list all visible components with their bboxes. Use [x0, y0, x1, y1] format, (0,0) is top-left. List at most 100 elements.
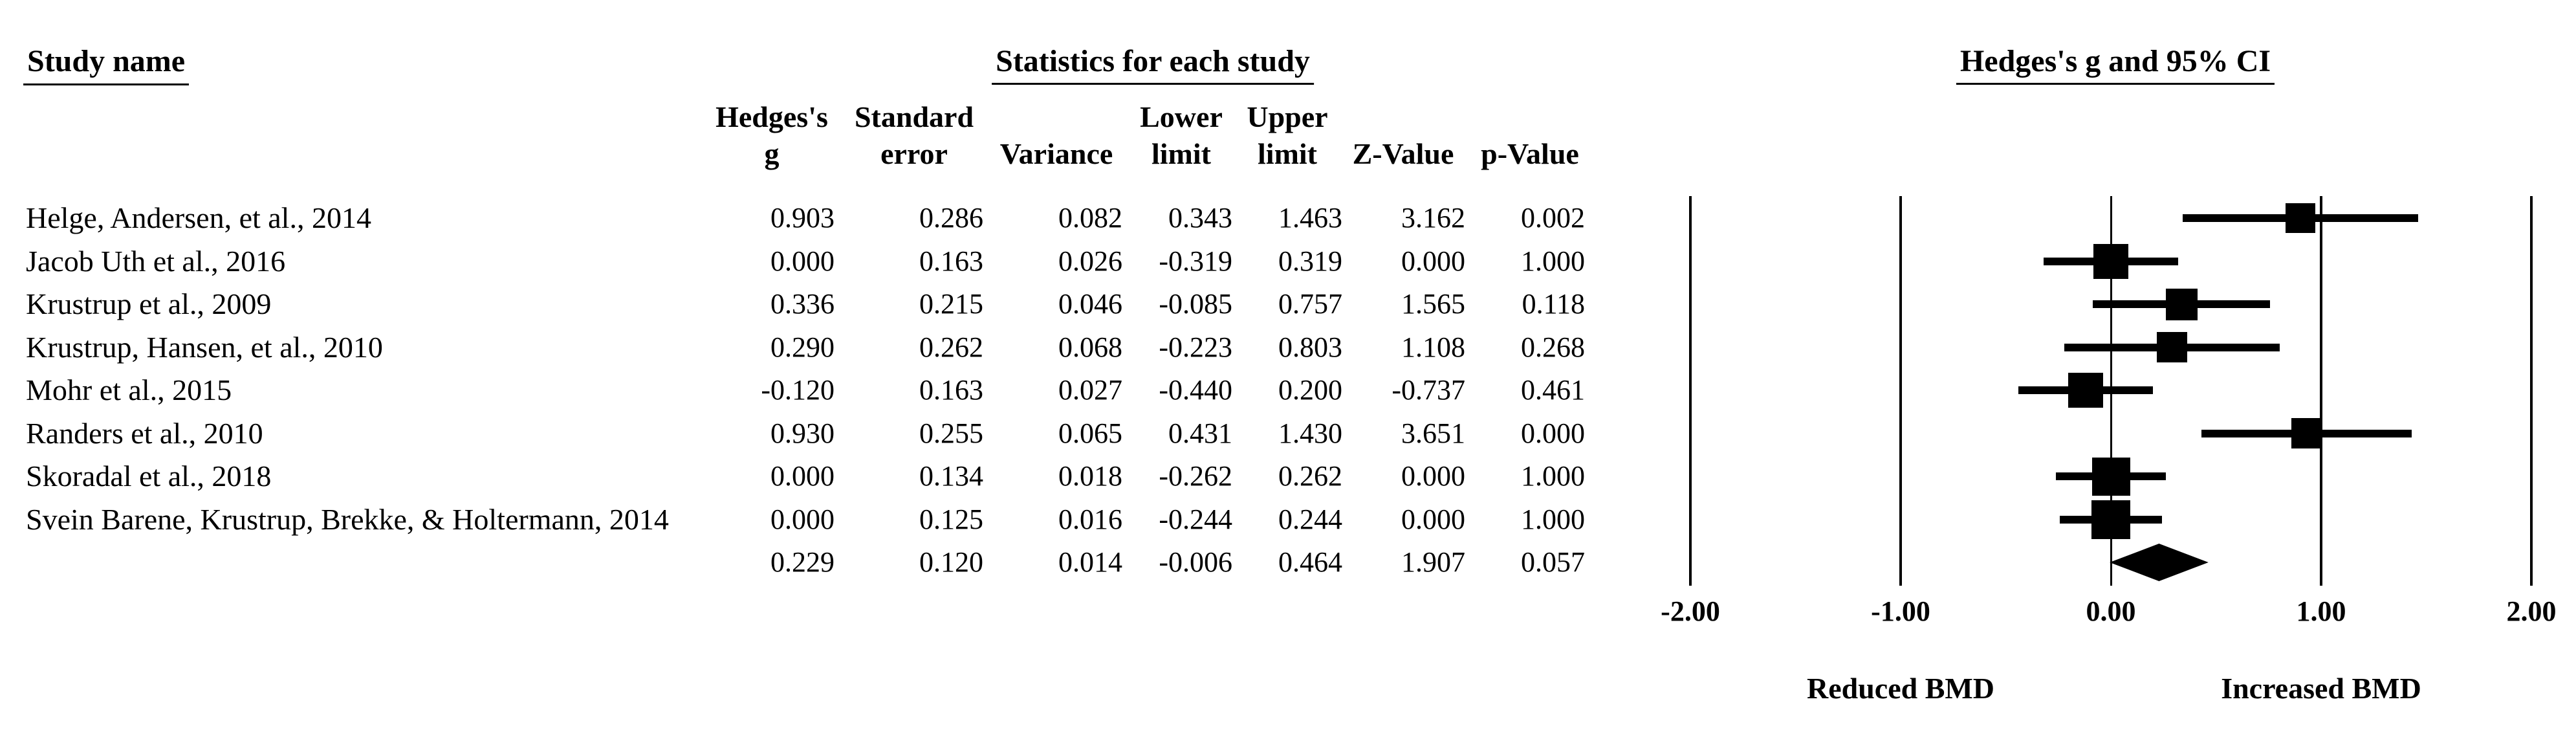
stat-cell-se: 0.215: [919, 288, 983, 320]
column-header-line1: Lower: [1140, 100, 1223, 133]
stat-cell-upper: 0.803: [1278, 331, 1342, 363]
stat-cell-g: 0.000: [770, 503, 835, 535]
column-header-line2: Z-Value: [1352, 137, 1454, 170]
column-header-line2: g: [764, 137, 780, 170]
column-header-line2: p-Value: [1481, 137, 1579, 170]
column-header-line1: [1481, 98, 1579, 135]
stat-cell-se: 0.262: [919, 331, 983, 363]
column-header-line2: Variance: [999, 137, 1113, 170]
ci-section-header: Hedges's g and 95% CI: [1956, 45, 2434, 85]
reduced-bmd-label: Reduced BMD: [1806, 672, 1995, 705]
study-name-cell: Helge, Andersen, et al., 2014: [26, 201, 371, 234]
stat-cell-lower: -0.223: [1159, 331, 1232, 363]
stat-cell-se: 0.255: [919, 417, 983, 449]
stat-cell-g: 0.290: [770, 331, 835, 363]
column-header-line1: Upper: [1247, 100, 1328, 133]
stat-cell-variance: 0.068: [1058, 331, 1122, 363]
gridline: [1899, 196, 1902, 586]
stat-cell-p: 0.461: [1521, 374, 1585, 406]
stat-cell-g: 0.000: [770, 245, 835, 277]
stat-cell-z: 1.907: [1401, 546, 1465, 578]
stat-cell-lower: -0.440: [1159, 374, 1232, 406]
stat-cell-se: 0.163: [919, 374, 983, 406]
stat-cell-upper: 0.757: [1278, 288, 1342, 320]
stat-cell-se: 0.134: [919, 460, 983, 492]
zero-line: [2110, 196, 2112, 586]
axis-tick-label: 0.00: [2086, 595, 2136, 627]
stat-cell-g: 0.000: [770, 460, 835, 492]
axis-tick-label: -1.00: [1871, 595, 1930, 627]
stat-cell-upper: 0.200: [1278, 374, 1342, 406]
stat-cell-lower: -0.244: [1159, 503, 1232, 535]
stat-cell-z: 1.565: [1401, 288, 1465, 320]
column-header-variance: Variance: [1000, 98, 1113, 172]
stat-cell-p: 1.000: [1521, 460, 1585, 492]
study-name-cell: Krustrup et al., 2009: [26, 287, 272, 320]
stat-cell-g: -0.120: [761, 374, 835, 406]
stat-cell-g: 0.229: [770, 546, 835, 578]
stat-cell-p: 0.118: [1522, 288, 1585, 320]
column-header-se: Standard error: [855, 98, 974, 172]
study-name-cell: Jacob Uth et al., 2016: [26, 244, 286, 278]
stat-cell-g: 0.930: [770, 417, 835, 449]
study-name-cell: Mohr et al., 2015: [26, 373, 232, 406]
stat-cell-z: 3.162: [1401, 202, 1465, 234]
stat-cell-upper: 1.463: [1278, 202, 1342, 234]
axis-tick-label: 2.00: [2506, 595, 2557, 627]
stat-cell-lower: -0.319: [1159, 245, 1232, 277]
stat-cell-p: 1.000: [1521, 245, 1585, 277]
stat-cell-upper: 0.262: [1278, 460, 1342, 492]
column-header-p: p-Value: [1481, 98, 1579, 172]
stat-cell-upper: 0.319: [1278, 245, 1342, 277]
statistics-header-text: Statistics for each study: [992, 45, 1314, 85]
stat-cell-variance: 0.046: [1058, 288, 1122, 320]
stat-cell-p: 0.057: [1521, 546, 1585, 578]
column-header-g: Hedges's g: [715, 98, 828, 172]
stat-cell-z: 3.651: [1401, 417, 1465, 449]
stat-cell-lower: -0.006: [1159, 546, 1232, 578]
stat-cell-p: 1.000: [1521, 503, 1585, 535]
stat-cell-z: 0.000: [1401, 245, 1465, 277]
column-header-line2: error: [880, 137, 948, 170]
stat-cell-variance: 0.065: [1058, 417, 1122, 449]
gridline: [2530, 196, 2533, 586]
ci-header-text: Hedges's g and 95% CI: [1956, 45, 2275, 85]
axis-tick-label: -2.00: [1661, 595, 1720, 627]
study-name-cell: Skoradal et al., 2018: [26, 459, 272, 492]
stat-cell-lower: 0.343: [1168, 202, 1232, 234]
summary-diamond: [2110, 544, 2209, 581]
stat-cell-lower: -0.085: [1159, 288, 1232, 320]
column-header-line1: [1353, 98, 1454, 135]
column-header-z: Z-Value: [1353, 98, 1454, 172]
effect-square: [2291, 418, 2322, 448]
stat-cell-lower: -0.262: [1159, 460, 1232, 492]
stat-cell-p: 0.002: [1521, 202, 1585, 234]
stat-cell-se: 0.163: [919, 245, 983, 277]
effect-square: [2165, 288, 2198, 320]
stat-cell-variance: 0.016: [1058, 503, 1122, 535]
stat-cell-variance: 0.014: [1058, 546, 1122, 578]
stat-cell-variance: 0.026: [1058, 245, 1122, 277]
statistics-section-header: Statistics for each study: [992, 45, 1475, 85]
study-name-cell: Svein Barene, Krustrup, Brekke, & Holter…: [26, 502, 669, 536]
column-header-line1: Hedges's: [715, 100, 828, 133]
stat-cell-se: 0.125: [919, 503, 983, 535]
stat-cell-upper: 1.430: [1278, 417, 1342, 449]
column-header-line2: limit: [1258, 137, 1317, 170]
stat-cell-p: 0.268: [1521, 331, 1585, 363]
stat-cell-g: 0.336: [770, 288, 835, 320]
study-name-column-header: Study name: [23, 44, 190, 85]
effect-square: [2068, 373, 2103, 408]
column-header-line2: limit: [1152, 137, 1211, 170]
stat-cell-upper: 0.244: [1278, 503, 1342, 535]
study-name-cell: Randers et al., 2010: [26, 416, 263, 450]
stat-cell-z: -0.737: [1392, 374, 1465, 406]
column-header-lower: Lower limit: [1140, 98, 1223, 172]
column-header-line1: Standard: [854, 100, 974, 133]
study-name-cell: Krustrup, Hansen, et al., 2010: [26, 330, 383, 364]
stat-cell-z: 0.000: [1401, 503, 1465, 535]
column-header-line1: [1000, 98, 1113, 135]
stat-cell-upper: 0.464: [1278, 546, 1342, 578]
stat-cell-variance: 0.082: [1058, 202, 1122, 234]
column-header-upper: Upper limit: [1247, 98, 1327, 172]
